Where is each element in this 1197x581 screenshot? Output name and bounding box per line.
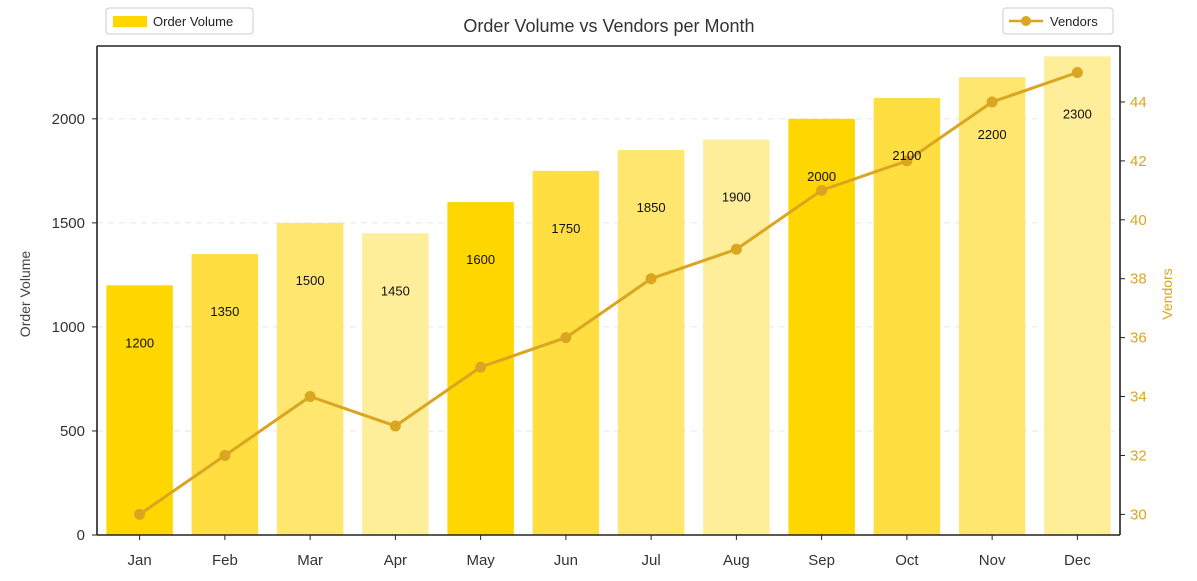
y-tick-label: 500 bbox=[60, 423, 85, 440]
vendors-point bbox=[1071, 67, 1083, 79]
bar-value-label: 2000 bbox=[807, 169, 836, 184]
y2-tick-label: 40 bbox=[1130, 212, 1147, 229]
legend-order-volume-box bbox=[105, 7, 254, 35]
legend-vendors-label: Vendors bbox=[1050, 14, 1098, 29]
bar bbox=[106, 285, 173, 535]
x-tick-label: Nov bbox=[979, 552, 1006, 569]
y-tick-label: 2000 bbox=[52, 111, 85, 128]
bar-value-label: 2100 bbox=[892, 148, 921, 163]
bar bbox=[362, 233, 429, 535]
vendors-point bbox=[475, 361, 487, 373]
y-tick-label: 0 bbox=[77, 527, 85, 544]
x-tick-label: Jun bbox=[554, 552, 578, 569]
x-tick-label: Jul bbox=[642, 552, 661, 569]
x-tick-label: Jan bbox=[128, 552, 152, 569]
bar-layer bbox=[106, 56, 1111, 536]
bar-value-label: 1750 bbox=[551, 221, 580, 236]
y-tick-label: 1000 bbox=[52, 319, 85, 336]
y2-tick-label: 42 bbox=[1130, 153, 1147, 170]
bar bbox=[958, 77, 1026, 535]
x-tick-label: May bbox=[466, 552, 495, 569]
vendors-line bbox=[138, 71, 1078, 516]
x-tick-label: Aug bbox=[723, 552, 750, 569]
y2-tick-label: 32 bbox=[1130, 447, 1147, 464]
vendors-point bbox=[134, 508, 146, 520]
y-axis-title: Order Volume bbox=[17, 251, 33, 338]
y2-tick-label: 38 bbox=[1130, 271, 1147, 288]
x-tick-label: Dec bbox=[1064, 552, 1091, 569]
bar-value-label: 2300 bbox=[1063, 106, 1092, 121]
bar-value-label: 2200 bbox=[978, 127, 1007, 142]
x-tick-label: Feb bbox=[212, 552, 238, 569]
bar-value-label: 1350 bbox=[210, 304, 239, 319]
legend-vendors-box bbox=[1002, 7, 1114, 35]
bar bbox=[276, 222, 344, 535]
legend-order-volume-swatch bbox=[113, 16, 147, 27]
x-tick-label: Sep bbox=[808, 552, 835, 569]
y2-axis-title: Vendors bbox=[1159, 268, 1175, 319]
vendors-point bbox=[304, 391, 316, 403]
vendors-point bbox=[560, 332, 572, 344]
bar-value-label: 1200 bbox=[125, 335, 154, 350]
chart-title: Order Volume vs Vendors per Month bbox=[463, 16, 754, 36]
y2-tick-label: 34 bbox=[1130, 389, 1147, 406]
y2-tick-label: 36 bbox=[1130, 330, 1147, 347]
bar bbox=[617, 150, 685, 536]
legend-vendors-marker bbox=[1021, 16, 1031, 26]
y2-tick-label: 44 bbox=[1130, 94, 1147, 111]
axis-layer: 0 500 1000 1500 2000 30 32 34 36 38 40 42 44 Jan Feb Ma… bbox=[52, 45, 1147, 569]
bar bbox=[532, 170, 600, 535]
label-layer: 1200 1350 1500 1450 1600 1750 1850 1900 2000 2100… bbox=[125, 106, 1092, 350]
x-tick-label: Apr bbox=[384, 552, 407, 569]
bar bbox=[873, 98, 941, 536]
vendors-point bbox=[389, 420, 401, 432]
bar-value-label: 1850 bbox=[637, 200, 666, 215]
x-tick-label: Oct bbox=[895, 552, 919, 569]
x-tick-label: Mar bbox=[297, 552, 323, 569]
bar bbox=[191, 254, 259, 535]
grid-layer bbox=[97, 118, 1120, 432]
y2-tick-label: 30 bbox=[1130, 506, 1147, 523]
legend-vendors: Vendors bbox=[1002, 7, 1114, 35]
bar-value-label: 1900 bbox=[722, 190, 751, 205]
legend-order-volume: Order Volume bbox=[105, 7, 254, 35]
vendors-point bbox=[986, 96, 998, 108]
bar-value-label: 1500 bbox=[296, 273, 325, 288]
legend-order-volume-label: Order Volume bbox=[153, 14, 233, 29]
bar bbox=[703, 139, 770, 535]
bar-value-label: 1600 bbox=[466, 252, 495, 267]
bar-value-label: 1450 bbox=[381, 283, 410, 298]
line-layer bbox=[134, 67, 1083, 520]
vendors-point bbox=[730, 243, 742, 255]
vendors-point bbox=[901, 155, 913, 167]
bar bbox=[1044, 56, 1111, 535]
vendors-point bbox=[816, 184, 828, 196]
vendors-point bbox=[219, 449, 231, 461]
vendors-point bbox=[645, 273, 657, 285]
y-tick-label: 1500 bbox=[52, 215, 85, 232]
